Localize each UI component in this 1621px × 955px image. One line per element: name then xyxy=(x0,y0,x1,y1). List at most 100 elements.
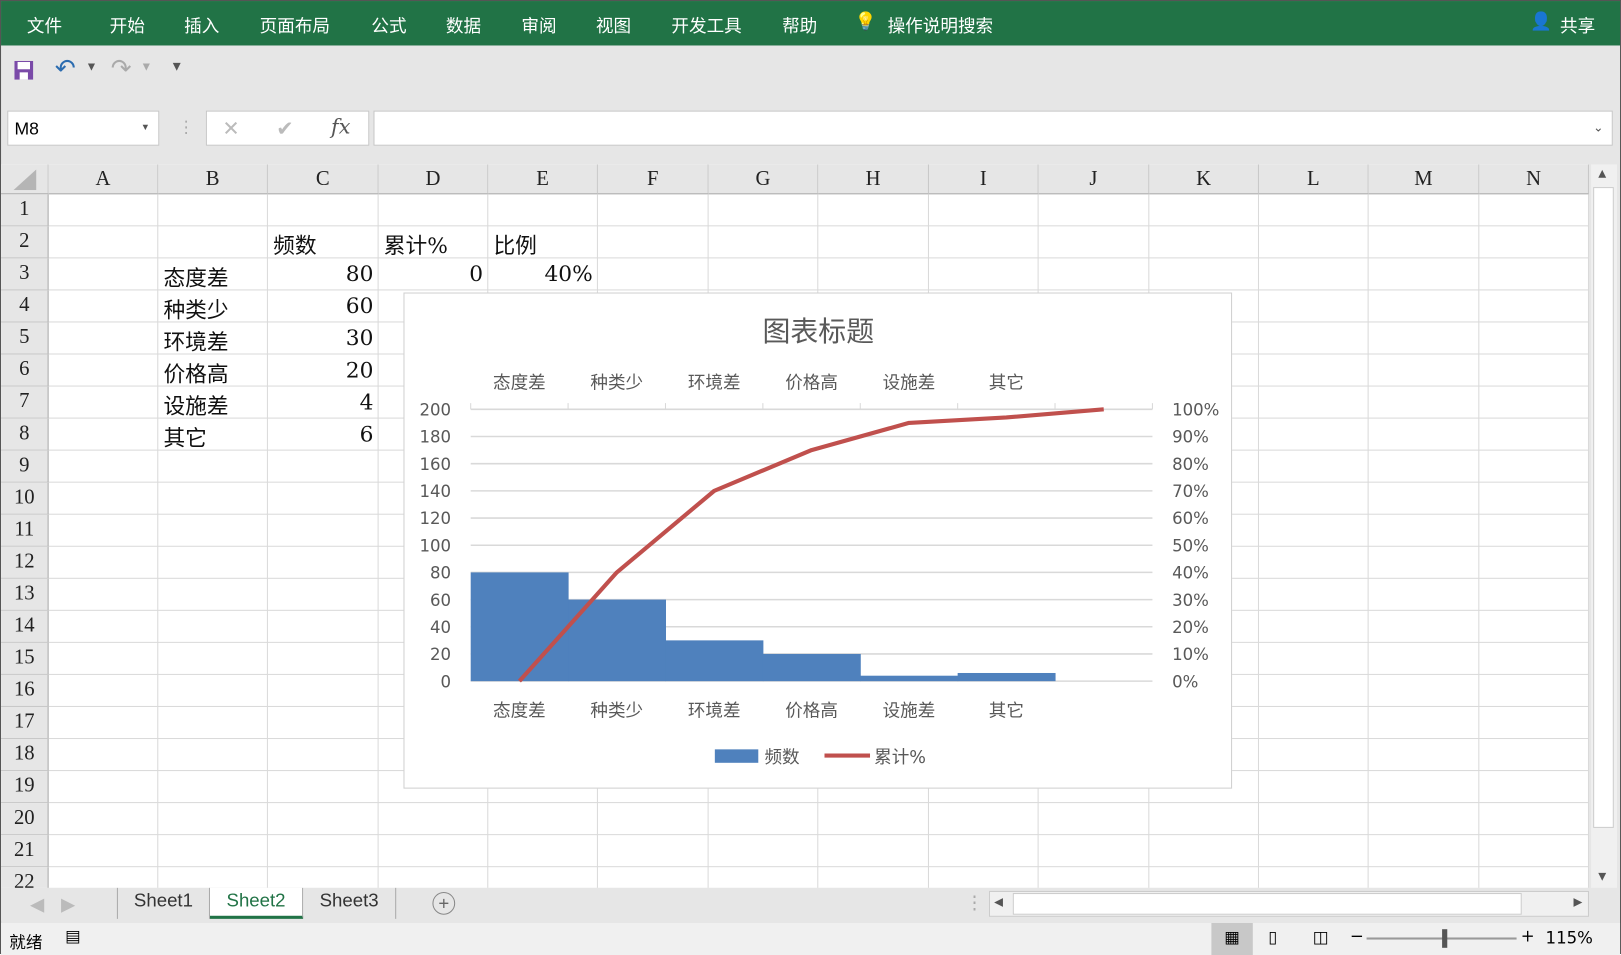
page-layout-view-icon[interactable]: ▯ xyxy=(1268,927,1277,947)
insert-function-icon[interactable]: fx xyxy=(331,114,350,139)
horizontal-scroll-thumb[interactable] xyxy=(1013,893,1522,915)
cell-C7[interactable]: 4 xyxy=(268,387,379,419)
vertical-scroll-thumb[interactable] xyxy=(1593,187,1614,828)
column-header-K[interactable]: K xyxy=(1149,164,1259,194)
cell-B6[interactable]: 价格高 xyxy=(158,355,234,387)
row-header-5[interactable]: 5 xyxy=(1,322,49,354)
tell-me-search[interactable]: 操作说明搜索 xyxy=(888,11,994,37)
tab-split-handle[interactable]: ⋮ xyxy=(965,892,984,914)
column-header-C[interactable]: C xyxy=(268,164,379,194)
cell-D2[interactable]: 累计% xyxy=(379,226,453,258)
column-header-L[interactable]: L xyxy=(1259,164,1369,194)
redo-icon[interactable]: ↷ xyxy=(111,54,132,83)
save-icon[interactable] xyxy=(13,60,34,81)
zoom-in-button[interactable]: + xyxy=(1521,926,1535,946)
row-header-14[interactable]: 14 xyxy=(1,611,49,643)
tab-page-layout[interactable]: 页面布局 xyxy=(260,11,330,37)
drag-handle-icon[interactable]: ⋮ xyxy=(178,117,195,137)
row-header-12[interactable]: 12 xyxy=(1,547,49,579)
undo-icon[interactable]: ↶ xyxy=(55,54,76,83)
cell-C3[interactable]: 80 xyxy=(268,258,379,290)
column-header-N[interactable]: N xyxy=(1479,164,1589,194)
row-header-3[interactable]: 3 xyxy=(1,258,49,290)
chevron-down-icon[interactable]: ▼ xyxy=(141,122,150,132)
cell-C2[interactable]: 频数 xyxy=(268,226,322,258)
column-header-H[interactable]: H xyxy=(818,164,929,194)
tab-review[interactable]: 审阅 xyxy=(521,11,556,37)
share-button[interactable]: 共享 xyxy=(1560,11,1595,37)
sheet-tab-sheet3[interactable]: Sheet3 xyxy=(303,888,396,919)
cell-E2[interactable]: 比例 xyxy=(488,226,542,258)
normal-view-icon[interactable]: ▦ xyxy=(1211,923,1252,955)
column-header-J[interactable]: J xyxy=(1039,164,1150,194)
cell-B3[interactable]: 态度差 xyxy=(158,258,234,290)
cell-B4[interactable]: 种类少 xyxy=(158,290,234,322)
row-header-19[interactable]: 19 xyxy=(1,771,49,803)
row-header-6[interactable]: 6 xyxy=(1,355,49,387)
row-header-4[interactable]: 4 xyxy=(1,290,49,322)
row-header-15[interactable]: 15 xyxy=(1,643,49,675)
tab-insert[interactable]: 插入 xyxy=(184,11,219,37)
tab-view[interactable]: 视图 xyxy=(596,11,631,37)
page-break-view-icon[interactable]: ◫ xyxy=(1313,927,1329,947)
scroll-right-icon[interactable]: ▶ xyxy=(1573,895,1582,908)
formula-input[interactable]: ⌄ xyxy=(373,111,1612,146)
zoom-out-button[interactable]: − xyxy=(1350,926,1364,946)
row-header-11[interactable]: 11 xyxy=(1,515,49,547)
zoom-slider-handle[interactable] xyxy=(1442,929,1447,948)
add-sheet-icon[interactable]: + xyxy=(432,892,455,915)
column-header-G[interactable]: G xyxy=(709,164,819,194)
tab-data[interactable]: 数据 xyxy=(446,11,481,37)
horizontal-scrollbar[interactable]: ◀ ▶ xyxy=(989,891,1589,917)
tab-help[interactable]: 帮助 xyxy=(782,11,817,37)
macro-record-icon[interactable]: ▤ xyxy=(65,926,81,946)
column-header-D[interactable]: D xyxy=(379,164,489,194)
column-header-M[interactable]: M xyxy=(1369,164,1480,194)
sheet-tab-sheet2[interactable]: Sheet2 xyxy=(210,888,303,919)
name-box[interactable]: M8▼ xyxy=(7,111,159,146)
scroll-up-icon[interactable]: ▲ xyxy=(1598,168,1606,179)
row-header-9[interactable]: 9 xyxy=(1,451,49,483)
row-header-1[interactable]: 1 xyxy=(1,194,49,226)
cancel-icon[interactable]: ✕ xyxy=(222,116,239,141)
cell-C8[interactable]: 6 xyxy=(268,419,379,451)
row-header-20[interactable]: 20 xyxy=(1,803,49,835)
row-header-18[interactable]: 18 xyxy=(1,739,49,771)
row-header-21[interactable]: 21 xyxy=(1,835,49,867)
scroll-left-icon[interactable]: ◀ xyxy=(994,895,1003,908)
customize-qat-icon[interactable]: ▼ xyxy=(173,61,181,72)
zoom-level[interactable]: 115% xyxy=(1546,928,1593,948)
row-header-13[interactable]: 13 xyxy=(1,579,49,611)
row-header-7[interactable]: 7 xyxy=(1,387,49,419)
select-all-button[interactable] xyxy=(1,164,49,194)
prev-sheet-icon[interactable]: ◀ xyxy=(30,894,44,916)
column-header-B[interactable]: B xyxy=(158,164,268,194)
column-header-A[interactable]: A xyxy=(49,164,159,194)
cell-E3[interactable]: 40% xyxy=(488,258,598,290)
row-header-22[interactable]: 22 xyxy=(1,867,49,888)
redo-dropdown-icon[interactable]: ▼ xyxy=(143,62,150,72)
cell-C4[interactable]: 60 xyxy=(268,290,379,322)
tab-developer[interactable]: 开发工具 xyxy=(671,11,741,37)
sheet-tab-sheet1[interactable]: Sheet1 xyxy=(117,888,210,919)
tab-file[interactable]: 文件 xyxy=(27,11,62,37)
row-header-16[interactable]: 16 xyxy=(1,675,49,707)
cell-C5[interactable]: 30 xyxy=(268,322,379,354)
tab-formulas[interactable]: 公式 xyxy=(371,11,406,37)
row-header-17[interactable]: 17 xyxy=(1,707,49,739)
next-sheet-icon[interactable]: ▶ xyxy=(61,894,75,916)
vertical-scrollbar[interactable]: ▲ ▼ xyxy=(1591,164,1617,888)
cell-D3[interactable]: 0 xyxy=(379,258,489,290)
tab-home[interactable]: 开始 xyxy=(110,11,145,37)
column-header-I[interactable]: I xyxy=(929,164,1039,194)
column-header-E[interactable]: E xyxy=(488,164,598,194)
cell-C6[interactable]: 20 xyxy=(268,355,379,387)
column-header-F[interactable]: F xyxy=(598,164,709,194)
cell-B8[interactable]: 其它 xyxy=(158,419,212,451)
row-header-10[interactable]: 10 xyxy=(1,483,49,515)
expand-formula-icon[interactable]: ⌄ xyxy=(1593,120,1603,134)
undo-dropdown-icon[interactable]: ▼ xyxy=(88,62,95,72)
enter-icon[interactable]: ✔ xyxy=(276,116,293,141)
cell-B7[interactable]: 设施差 xyxy=(158,387,234,419)
